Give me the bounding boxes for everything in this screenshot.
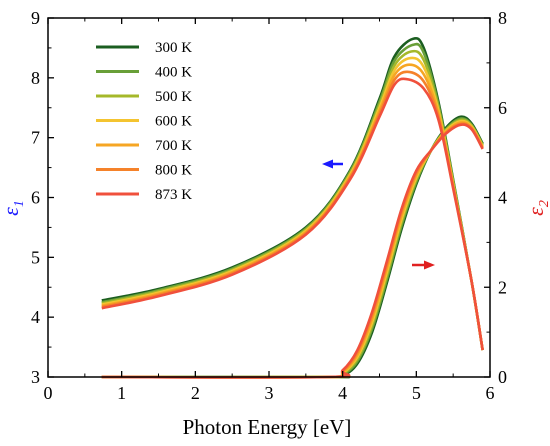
- legend-label: 700 K: [155, 138, 192, 154]
- y-right-tick-label: 4: [498, 188, 507, 208]
- x-tick-label: 6: [486, 383, 495, 403]
- y-axis-title-left-sub: 1: [12, 200, 27, 207]
- y-axis-title-right-sub: 2: [537, 200, 550, 207]
- series-line-eps1: [101, 63, 484, 351]
- y-left-tick-label: 5: [31, 247, 40, 267]
- legend-label: 800 K: [155, 163, 192, 179]
- left-axis-arrow-head: [322, 159, 333, 169]
- y-left-tick-label: 6: [31, 188, 40, 208]
- legend-label: 500 K: [155, 89, 192, 105]
- y-axis-title-right-symbol: ε: [523, 207, 548, 216]
- legend: 300 K 400 K 500 K 600 K 700 K 800 K 873 K: [96, 40, 192, 203]
- y-right-tick-label: 6: [498, 98, 507, 118]
- legend-label: 600 K: [155, 114, 192, 130]
- right-axis-arrow: [412, 260, 435, 270]
- series-line-eps2: [101, 121, 484, 379]
- y-left-tick-label: 4: [31, 307, 40, 327]
- series-line-eps2: [101, 123, 484, 379]
- legend-label: 873 K: [155, 187, 192, 203]
- legend-label: 400 K: [155, 65, 192, 81]
- left-axis-arrow: [322, 159, 343, 169]
- right-axis-arrow-head: [424, 260, 435, 270]
- axis-ticks: 0 1 2 3 4 5 6 3 4 5 6 7 8 9 0 2 4 6 8: [31, 8, 507, 403]
- x-tick-label: 5: [412, 383, 421, 403]
- x-tick-label: 3: [265, 383, 274, 403]
- x-tick-label: 0: [44, 383, 53, 403]
- y-right-tick-label: 8: [498, 8, 507, 28]
- y-axis-title-right: ε2: [523, 200, 550, 216]
- legend-label: 300 K: [155, 40, 192, 56]
- x-tick-label: 2: [191, 383, 200, 403]
- y-right-tick-label: 2: [498, 277, 507, 297]
- y-axis-title-left-symbol: ε: [0, 207, 23, 216]
- x-tick-label: 1: [117, 383, 126, 403]
- x-tick-label: 4: [338, 383, 347, 403]
- y-left-tick-label: 7: [31, 128, 40, 148]
- y-axis-title-left: ε1: [0, 200, 27, 216]
- y-left-tick-label: 9: [31, 8, 40, 28]
- y-left-tick-label: 3: [31, 367, 40, 387]
- y-right-tick-label: 0: [498, 367, 507, 387]
- x-axis-title: Photon Energy [eV]: [183, 415, 352, 439]
- y-left-tick-label: 8: [31, 68, 40, 88]
- series-line-eps1: [101, 77, 484, 351]
